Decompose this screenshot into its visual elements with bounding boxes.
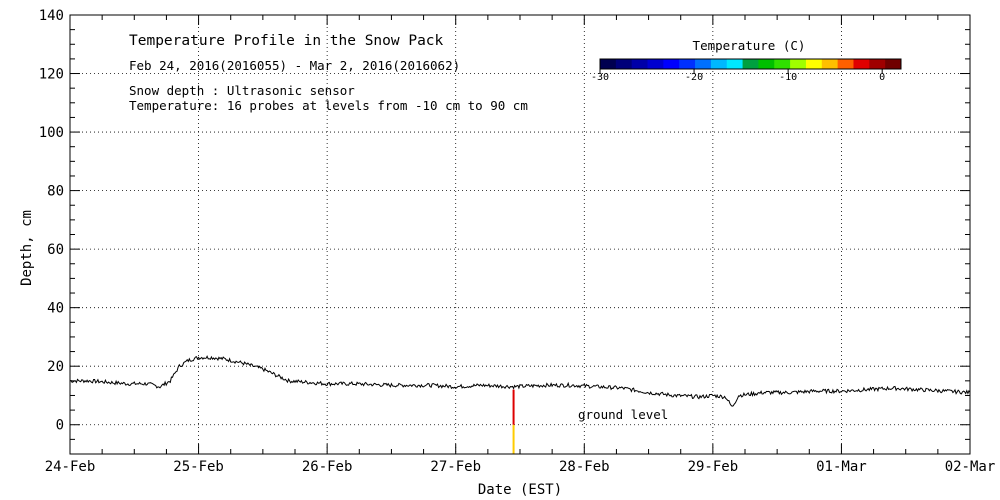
colorbar-segment xyxy=(663,59,680,69)
colorbar-segment xyxy=(805,59,823,69)
colorbar-segment xyxy=(758,59,775,69)
colorbar-segment xyxy=(837,59,854,69)
colorbar-segment xyxy=(869,59,886,69)
colorbar-segment xyxy=(631,59,649,69)
x-tick-label: 28-Feb xyxy=(559,459,610,475)
y-tick-label: 120 xyxy=(39,67,64,83)
note-temperature: Temperature: 16 probes at levels from -1… xyxy=(129,98,528,113)
colorbar-segment xyxy=(726,59,744,69)
y-tick-label: 20 xyxy=(47,359,64,375)
colorbar-tick-label: 0 xyxy=(879,72,885,83)
x-tick-label: 24-Feb xyxy=(45,459,96,475)
colorbar-segment xyxy=(679,59,696,69)
axis-ticks: 24-Feb 25-Feb 26-Feb 27-Feb 28-Feb 29-Feb 01-M… xyxy=(39,8,996,475)
colorbar-tick-label: -10 xyxy=(779,72,797,83)
colorbar-segment xyxy=(821,59,839,69)
x-tick-label: 29-Feb xyxy=(688,459,739,475)
y-tick-label: 40 xyxy=(47,301,64,317)
x-tick-label: 26-Feb xyxy=(302,459,353,475)
y-tick-label: 80 xyxy=(47,184,64,200)
chart-subtitle: Feb 24, 2016(2016055) - Mar 2, 2016(2016… xyxy=(129,58,460,73)
colorbar-title: Temperature (C) xyxy=(693,38,806,53)
colorbar-tick-label: -20 xyxy=(685,72,703,83)
colorbar-segment xyxy=(615,59,633,69)
colorbar-segment xyxy=(695,59,712,69)
snow-depth-line xyxy=(69,355,971,407)
colorbar-segment xyxy=(774,59,791,69)
x-tick-label: 01-Mar xyxy=(816,459,867,475)
x-tick-label: 27-Feb xyxy=(430,459,481,475)
colorbar-tick-label: -30 xyxy=(591,72,609,83)
y-axis-label: Depth, cm xyxy=(19,210,35,286)
colorbar-segment xyxy=(885,59,902,69)
x-tick-label: 02-Mar xyxy=(945,459,996,475)
note-snow-depth: Snow depth : Ultrasonic sensor xyxy=(129,83,355,98)
colorbar-segment xyxy=(742,59,759,69)
colorbar-frame xyxy=(599,58,902,70)
chart-title: Temperature Profile in the Snow Pack xyxy=(129,33,444,49)
x-axis-label: Date (EST) xyxy=(478,482,562,498)
y-tick-label: 60 xyxy=(47,242,64,258)
colorbar-segment xyxy=(853,59,870,69)
y-tick-label: 0 xyxy=(56,418,64,434)
ground-level-annotation: ground level xyxy=(578,407,668,422)
y-tick-label: 100 xyxy=(39,125,64,141)
colorbar: -30 -20 -10 0 xyxy=(591,58,902,83)
y-tick-label: 140 xyxy=(39,8,64,24)
x-tick-label: 25-Feb xyxy=(173,459,224,475)
colorbar-segment xyxy=(710,59,728,69)
colorbar-segment xyxy=(790,59,807,69)
colorbar-segment xyxy=(647,59,664,69)
colorbar-segment xyxy=(600,59,617,69)
plot-background xyxy=(70,15,970,454)
data-series xyxy=(69,355,971,454)
